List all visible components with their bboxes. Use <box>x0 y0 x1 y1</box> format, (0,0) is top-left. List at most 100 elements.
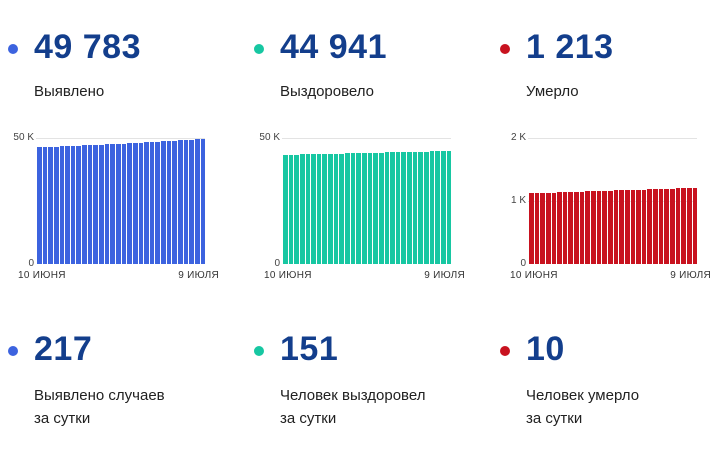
chart-deaths-x-axis: 10 ИЮНЯ 9 ИЮЛЯ <box>500 270 711 282</box>
recovered-dot-icon <box>254 346 264 356</box>
chart-bar <box>166 140 172 264</box>
stat-confirmed-total: 49 783 Выявлено <box>8 30 205 102</box>
chart-bar <box>412 151 418 264</box>
chart-bar <box>345 153 350 264</box>
chart-bar <box>149 141 155 264</box>
confirmed-daily-value: 217 <box>34 330 93 368</box>
chart-bar <box>378 152 384 264</box>
chart-bar <box>596 191 602 264</box>
stat-confirmed-daily: 217 Выявлено случаев за сутки <box>8 332 205 430</box>
chart-bar <box>361 153 367 264</box>
chart-bar <box>294 154 299 264</box>
chart-bar <box>384 152 390 264</box>
chart-bar <box>636 189 641 264</box>
deaths-total-value: 1 213 <box>526 28 614 66</box>
chart-bar <box>333 153 339 264</box>
chart-bar <box>350 153 356 264</box>
chart-bar <box>446 150 452 264</box>
recovered-daily-value: 151 <box>280 330 339 368</box>
chart-bar <box>305 154 311 264</box>
chart-bar <box>630 189 636 264</box>
chart-bar <box>316 154 322 264</box>
chart-bar <box>53 146 59 264</box>
chart-bar <box>557 192 562 264</box>
x-axis-end-label: 9 ИЮЛЯ <box>670 270 711 281</box>
chart-bar <box>299 154 305 264</box>
chart-bar <box>283 154 288 264</box>
recovered-total-label: Выздоровело <box>280 83 375 100</box>
stat-recovered-daily: 151 Человек выздоровел за сутки <box>254 332 451 430</box>
chart-bar <box>568 192 574 264</box>
chart-bar <box>144 142 149 264</box>
chart-bar <box>127 143 132 264</box>
chart-bar <box>178 140 183 264</box>
chart-bar <box>574 191 579 264</box>
chart-bar <box>658 188 664 264</box>
chart-bar <box>48 146 53 264</box>
deaths-daily-label: Человек умерло за сутки <box>526 384 639 430</box>
chart-bar <box>562 192 568 264</box>
chart-bar <box>367 152 373 264</box>
chart-bar <box>373 152 378 264</box>
chart-bar <box>328 153 333 264</box>
chart-bar <box>429 151 435 264</box>
chart-bar <box>540 192 545 264</box>
label-line-2: за сутки <box>34 410 91 427</box>
chart-bar <box>545 192 551 264</box>
chart-bar <box>424 151 429 264</box>
label-line-1: Человек умерло <box>526 387 640 404</box>
chart-bar <box>647 189 653 264</box>
label-line-2: за сутки <box>280 410 337 427</box>
label-line-2: за сутки <box>526 410 583 427</box>
chart-bar <box>675 188 681 264</box>
x-axis-start-label: 10 ИЮНЯ <box>264 270 312 281</box>
chart-bar <box>172 140 178 264</box>
chart-bar <box>288 154 294 264</box>
chart-bar <box>138 142 144 264</box>
chart-bar <box>534 193 540 264</box>
confirmed-dot-icon <box>8 346 18 356</box>
chart-bar <box>619 190 624 264</box>
chart-bar <box>322 153 328 264</box>
x-axis-start-label: 10 ИЮНЯ <box>18 270 66 281</box>
stat-body: 10 Человек умерло за сутки <box>526 332 639 430</box>
chart-recovered-x-axis: 10 ИЮНЯ 9 ИЮЛЯ <box>254 270 465 282</box>
stat-recovered-total: 44 941 Выздоровело <box>254 30 451 102</box>
confirmed-total-value: 49 783 <box>34 28 141 66</box>
chart-bar <box>440 151 446 264</box>
chart-bar <box>70 145 76 264</box>
chart-bar <box>664 188 670 264</box>
x-axis-end-label: 9 ИЮЛЯ <box>424 270 465 281</box>
label-line-1: Человек выздоровел <box>280 387 426 404</box>
chart-bar <box>115 143 121 264</box>
recovered-total-value: 44 941 <box>280 28 387 66</box>
stat-body: 44 941 Выздоровело <box>280 30 387 102</box>
x-axis-end-label: 9 ИЮЛЯ <box>178 270 219 281</box>
chart-bar <box>686 188 692 264</box>
chart-bar <box>551 192 557 264</box>
chart-bar <box>93 144 99 264</box>
chart-bar <box>42 147 48 264</box>
chart-bar <box>670 188 675 264</box>
chart-bar <box>591 191 596 264</box>
chart-bar <box>37 147 42 264</box>
chart-confirmed-x-axis: 10 ИЮНЯ 9 ИЮЛЯ <box>8 270 219 282</box>
recovered-daily-label: Человек выздоровел за сутки <box>280 384 425 430</box>
deaths-daily-value: 10 <box>526 330 565 368</box>
stat-deaths-total: 1 213 Умерло <box>500 30 697 102</box>
chart-bar <box>155 141 161 264</box>
chart-bar <box>110 144 115 264</box>
chart-bar <box>529 193 534 264</box>
deaths-dot-icon <box>500 346 510 356</box>
label-line-1: Выявлено случаев <box>34 387 165 404</box>
chart-bar <box>76 145 82 264</box>
chart-bar <box>356 153 361 264</box>
deaths-dot-icon <box>500 44 510 54</box>
